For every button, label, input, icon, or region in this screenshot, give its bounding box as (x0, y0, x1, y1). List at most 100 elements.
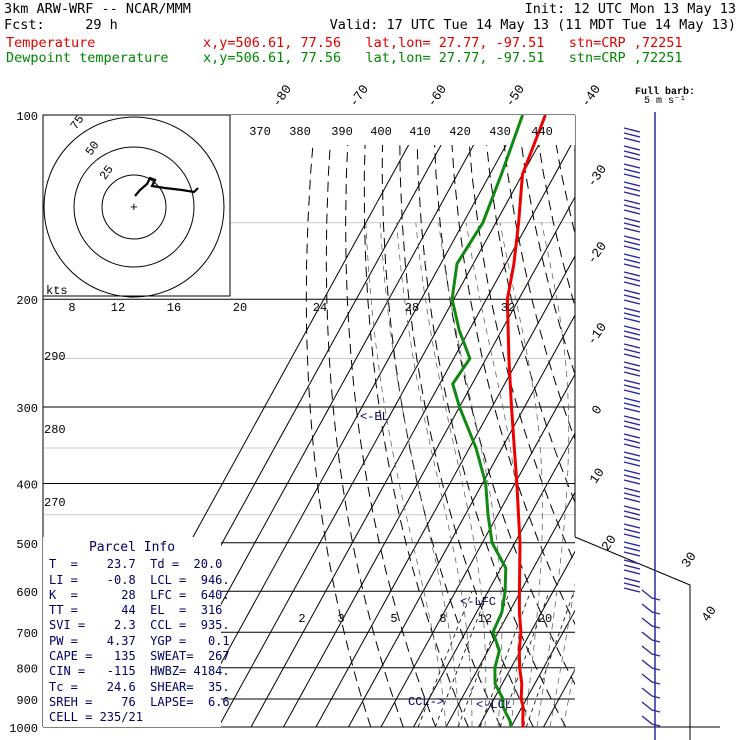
dry-adiabat-line (345, 115, 437, 727)
mixing-ratio-line (525, 591, 575, 727)
lcl-annotation: <-LCL (476, 698, 512, 712)
isotherm-label--80: -80 (269, 82, 295, 110)
wind-barb (641, 715, 661, 727)
hodograph-ring (73, 146, 195, 268)
wind-barb (623, 379, 641, 395)
wind-barb (623, 541, 641, 557)
dry-adiabat-line (305, 115, 372, 727)
dry-adiabat-line (618, 115, 740, 727)
mixing-ratio-label-8: 8 (439, 612, 446, 626)
wind-barb (623, 217, 641, 233)
isotherm-label-30: 30 (679, 549, 700, 570)
lfc-annotation: <-LFC (460, 595, 496, 609)
wind-barb (641, 701, 661, 713)
parcel-info-row: SREH = 76 LAPSE= 6.6 (49, 694, 230, 709)
parcel-info-row: LI = -0.8 LCL = 946. (49, 572, 230, 587)
wind-barb (623, 559, 641, 575)
wind-barb (623, 181, 641, 197)
pressure-tick-label: 200 (16, 294, 38, 308)
isotherm-label--40: -40 (578, 82, 604, 110)
hodograph-ring (101, 174, 167, 240)
wind-barb (641, 617, 661, 629)
temperature-legend-info: x,y=506.61, 77.56 lat,lon= 27.77, -97.51… (203, 35, 683, 51)
wind-barb (623, 343, 641, 359)
isotherm-label-20: 20 (599, 532, 620, 553)
wind-barb (623, 415, 641, 431)
mixing-ratio-label-20: 20 (538, 612, 552, 626)
dry-adiabat-line (601, 115, 740, 727)
dry-adiabat-line (381, 115, 502, 727)
theta-e-label-440: 440 (531, 125, 553, 139)
hodograph-trace (134, 176, 199, 197)
dry-adiabat-line (363, 115, 469, 727)
isotherm-line (543, 668, 575, 727)
isotherm-line (348, 314, 575, 727)
wind-barb (623, 307, 641, 323)
isotherm-label--70: -70 (346, 82, 372, 110)
isotherm-label-10: 10 (587, 465, 608, 486)
mixing-ratio-label-2: 2 (298, 612, 305, 626)
parcel-info-row: SVI = 2.3 CCL = 935. (49, 618, 230, 633)
parcel-info-row: Tc = 24.6 SHEAR= 35. (49, 679, 230, 694)
hodograph-center-mark: + (130, 200, 138, 215)
isotherm-line (413, 432, 575, 727)
speed-label-12: 12 (111, 301, 125, 315)
wind-barb (623, 199, 641, 215)
isotherm-line (609, 115, 740, 727)
dry-adiabat-line (432, 115, 575, 686)
dry-adiabat-line (516, 115, 575, 376)
parcel-info-row: CAPE = 135 SWEAT= 267 (49, 649, 230, 664)
wind-barb (623, 487, 641, 503)
wind-barb (623, 289, 641, 305)
isotherm-line (478, 550, 575, 727)
hodograph-ring (43, 116, 225, 298)
dry-adiabat-line (415, 115, 567, 727)
wind-barb (623, 469, 641, 485)
mixing-ratio-line (434, 591, 489, 727)
isotherm-label-40: 40 (699, 603, 720, 624)
dry-adiabat-line (449, 115, 575, 626)
moist-adiabat-line (415, 222, 487, 727)
speed-label-28: 28 (405, 301, 419, 315)
parcel-info-panel: Parcel Info T = 23.7 Td = 20.0 LI = -0.8 … (43, 537, 230, 727)
theta-e-label-370: 370 (249, 125, 271, 139)
wind-barb (623, 127, 641, 143)
dry-adiabat-line (635, 115, 740, 727)
hodograph-ring-label: 75 (68, 113, 88, 133)
pressure-tick-label: 400 (16, 478, 38, 492)
isotherm-line (510, 609, 575, 727)
mixing-ratio-label-12: 12 (478, 612, 492, 626)
moist-adiabat-line (536, 222, 570, 727)
wind-barb (623, 271, 641, 287)
parcel-info-row: CELL = 235/21 (49, 710, 143, 725)
isotherm-label--30: -30 (584, 162, 610, 190)
speed-label-8: 8 (68, 301, 75, 315)
wind-barb (641, 659, 661, 671)
isotherm-label--20: -20 (584, 239, 610, 267)
wind-barb (623, 325, 641, 341)
theta-e-label-420: 420 (449, 125, 471, 139)
dry-adiabat-line (325, 115, 404, 727)
pressure-tick-label: 500 (16, 538, 38, 552)
wind-barb (623, 433, 641, 449)
parcel-info-row: K = 28 LFC = 640. (49, 587, 230, 602)
wind-barb (641, 687, 661, 699)
moist-adiabat-line (379, 222, 460, 727)
theta-e-label-band (230, 115, 575, 145)
header-line2-right: Valid: 17 UTC Tue 14 May 13 (11 MDT Tue … (329, 17, 736, 33)
wind-barb (623, 577, 641, 593)
hodograph-ring-label: 50 (83, 139, 103, 159)
isotherm-line (250, 136, 575, 727)
ccl-annotation: CCL-> (408, 695, 444, 709)
header-line1-right: Init: 12 UTC Mon 13 May 13 (524, 1, 736, 17)
parcel-info-title: Parcel Info (88, 540, 176, 555)
moist-adiabat-line (396, 222, 473, 727)
pressure-tick-label: 600 (16, 586, 38, 600)
pressure-tick-label: 800 (16, 663, 38, 677)
theta-e-label-430: 430 (489, 125, 511, 139)
theta-e-label-400: 400 (370, 125, 392, 139)
barb-legend-line2: 5 m s⁻¹ (644, 96, 686, 107)
pressure-tick-label: 300 (16, 402, 38, 416)
isotherm-line (576, 115, 740, 727)
